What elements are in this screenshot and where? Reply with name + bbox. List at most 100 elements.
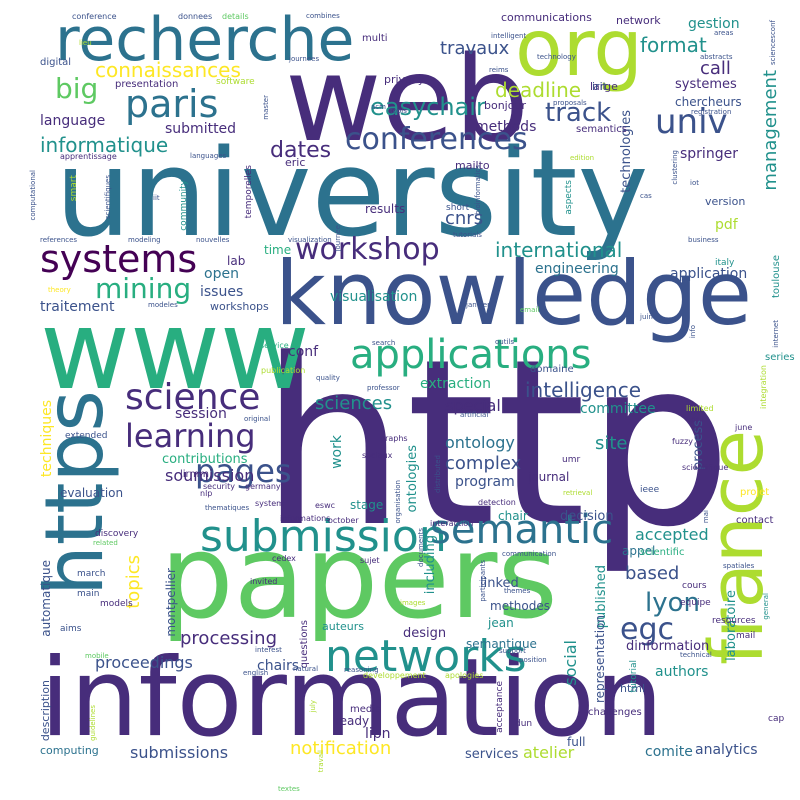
- cloud-word-nouvelles: nouvelles: [196, 236, 230, 244]
- cloud-word-technical: technical: [680, 651, 712, 659]
- cloud-word-interest: interest: [255, 646, 282, 654]
- cloud-word-artificial: artificial: [460, 411, 489, 419]
- cloud-word-lieu: lieu: [79, 39, 92, 47]
- cloud-word-gestion: gestion: [688, 16, 740, 32]
- cloud-word-irit: irit: [592, 80, 607, 93]
- cloud-word-themes: themes: [504, 587, 531, 595]
- cloud-word-sociaux: sociaux: [362, 451, 393, 460]
- cloud-word-based: based: [625, 563, 680, 584]
- cloud-word-software: software: [216, 77, 255, 87]
- cloud-word-technology: technology: [537, 53, 576, 61]
- cloud-word-details: details: [222, 12, 249, 21]
- cloud-word-bioinformatics: bioinformatics: [474, 165, 482, 215]
- cloud-word-full: full: [567, 735, 586, 749]
- cloud-word-cours: cours: [682, 581, 707, 591]
- cloud-word-analytics: analytics: [695, 742, 758, 758]
- cloud-word-invited: invited: [250, 577, 278, 586]
- cloud-word-mailto: mailto: [455, 159, 490, 172]
- cloud-word-format: format: [640, 33, 707, 57]
- cloud-word-http: http: [260, 311, 733, 578]
- cloud-word-web: web: [285, 30, 530, 168]
- cloud-word-natural: natural: [293, 665, 319, 673]
- cloud-word-nlp: nlp: [200, 489, 213, 498]
- cloud-word-call: call: [700, 58, 731, 79]
- cloud-word-ready: ready: [335, 714, 370, 728]
- cloud-word-toulouse: toulouse: [771, 255, 782, 298]
- cloud-word-registration: registration: [691, 108, 732, 116]
- cloud-word-recherche: recherche: [55, 5, 355, 75]
- cloud-word-contact: contact: [736, 515, 774, 526]
- cloud-word-scientific: scientific: [640, 547, 685, 558]
- cloud-word-conferences: conferences: [345, 122, 528, 157]
- cloud-word-professor: professor: [367, 384, 400, 392]
- cloud-word-technologies: technologies: [619, 110, 634, 193]
- cloud-word-univ: univ: [655, 102, 728, 142]
- cloud-word-design: design: [403, 626, 447, 641]
- cloud-word-fuzzy: fuzzy: [672, 437, 694, 446]
- cloud-word-org: org: [515, 4, 643, 94]
- cloud-word-management: management: [760, 70, 781, 191]
- cloud-word-soumission: soumission: [165, 466, 255, 485]
- cloud-word-mining: mining: [95, 272, 192, 305]
- cloud-word-accepted: accepted: [635, 525, 709, 544]
- cloud-word-general: general: [762, 593, 770, 620]
- cloud-word-pdf: pdf: [715, 217, 738, 233]
- cloud-word-interaction: interaction: [430, 519, 474, 528]
- cloud-word-resources: resources: [712, 616, 756, 626]
- cloud-word-html: html: [620, 682, 646, 695]
- cloud-word-bonjour: bonjour: [484, 99, 526, 112]
- cloud-word-detection: detection: [478, 498, 516, 507]
- cloud-word-conf: conf: [288, 344, 319, 360]
- cloud-word-limited: limited: [686, 404, 714, 413]
- cloud-word-contributions: contributions: [162, 452, 248, 467]
- cloud-word-ontology: ontology: [445, 433, 515, 452]
- cloud-word-digital: digital: [40, 57, 72, 68]
- cloud-word-special: special: [445, 396, 501, 415]
- cloud-word-acm: acm: [371, 103, 386, 111]
- cloud-word-open: open: [204, 266, 239, 282]
- cloud-word-session: session: [175, 406, 227, 422]
- cloud-word-march: march: [77, 569, 106, 579]
- cloud-word-university: university: [55, 125, 649, 264]
- cloud-word-service: service: [260, 341, 289, 350]
- cloud-word-italy: italy: [715, 258, 735, 268]
- cloud-word-dates: dates: [270, 138, 332, 163]
- cloud-word-temporelles: temporelles: [244, 165, 254, 219]
- cloud-word-atelier: atelier: [523, 743, 575, 762]
- cloud-word-search: search: [372, 339, 396, 347]
- cloud-word-social: social: [561, 640, 580, 686]
- cloud-word-position: position: [519, 656, 547, 664]
- cloud-word-cas: cas: [640, 192, 652, 200]
- cloud-word-semantique: semantique: [466, 637, 537, 651]
- cloud-word-workshops: workshops: [210, 300, 269, 313]
- cloud-word-issues: issues: [200, 284, 244, 300]
- cloud-word-reasoning: reasoning: [344, 666, 379, 674]
- cloud-word-eswc: eswc: [315, 501, 336, 510]
- cloud-word-areas: areas: [714, 29, 734, 37]
- cloud-word-domaine: domaine: [530, 364, 574, 375]
- cloud-word-cedex: cedex: [272, 554, 296, 563]
- cloud-word-track: track: [545, 98, 612, 128]
- cloud-word-abstracts: abstracts: [700, 53, 733, 61]
- cloud-word-methods: methods: [475, 119, 537, 135]
- cloud-word-representation: representation: [593, 615, 607, 704]
- cloud-word-montpellier: montpellier: [164, 568, 178, 637]
- cloud-word-email: email: [520, 306, 540, 314]
- cloud-word-semantics: semantics: [576, 124, 627, 135]
- cloud-word-springer: springer: [680, 146, 738, 162]
- cloud-word-info: info: [689, 325, 697, 339]
- cloud-word-informations: informations: [280, 514, 331, 523]
- cloud-word-main: main: [77, 589, 100, 599]
- cloud-word-language: language: [40, 113, 106, 129]
- cloud-word-documents: documents: [417, 528, 425, 567]
- cloud-word-modeling: modeling: [128, 236, 161, 244]
- cloud-word-knowledge: knowledge: [275, 242, 752, 345]
- cloud-word-reims: reims: [489, 66, 509, 74]
- cloud-word-lipn: lipn: [365, 726, 391, 742]
- cloud-word-conference: conference: [72, 12, 117, 21]
- cloud-word-application: application: [670, 266, 748, 282]
- cloud-word-submitted: submitted: [165, 121, 237, 137]
- cloud-word-intelligence: intelligence: [525, 378, 642, 402]
- cloud-word-program: program: [455, 474, 515, 490]
